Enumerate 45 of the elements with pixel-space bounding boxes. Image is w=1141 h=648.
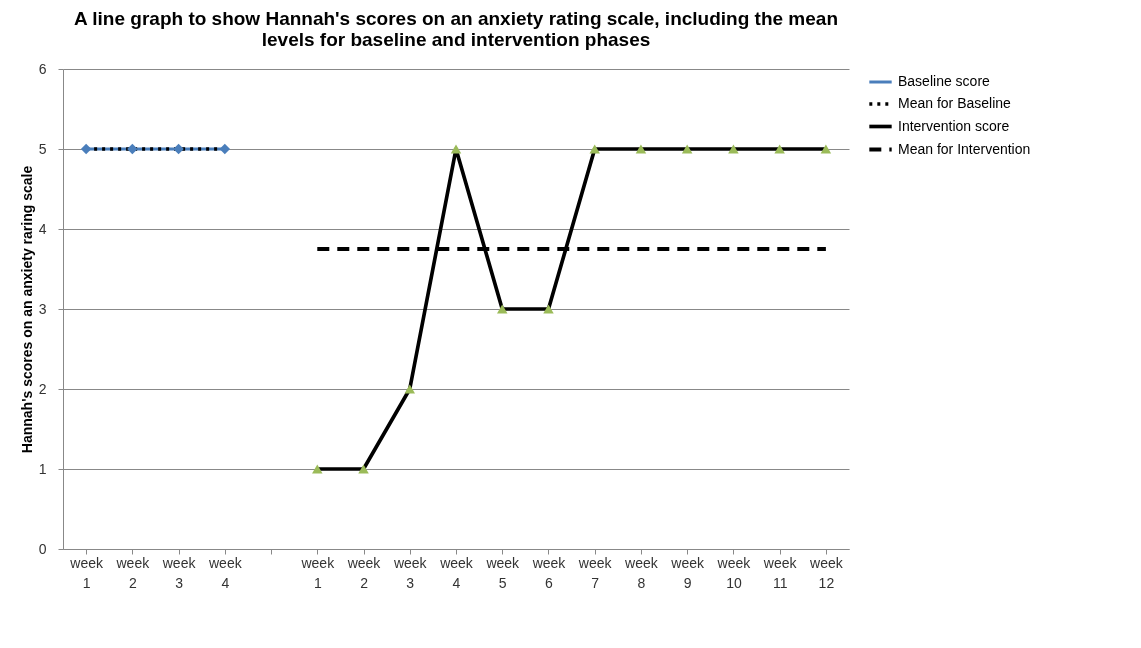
legend-label: Mean for Baseline	[898, 95, 1012, 111]
x-tick-label: week 1	[69, 554, 104, 591]
point	[543, 304, 554, 314]
x-tick-label: week 1	[300, 554, 336, 591]
legend-label: Baseline score	[898, 73, 991, 89]
point	[219, 143, 231, 155]
x-tick-label: week 12	[809, 554, 844, 591]
point	[450, 144, 462, 154]
legend-label: Mean for Intervention	[898, 140, 1031, 157]
x-tick-label: week 11	[762, 554, 798, 591]
x-tick-label: week 9	[670, 554, 706, 591]
x-tick-label: week 10	[716, 554, 752, 591]
y-tick-label: 2	[38, 380, 47, 397]
point	[496, 304, 508, 314]
x-tick-label: week 4	[207, 554, 243, 591]
y-tick-label: 3	[38, 300, 47, 317]
point	[80, 143, 92, 155]
y-tick-label: 6	[38, 60, 47, 77]
x-tick-label: week 4	[439, 554, 474, 591]
x-tick-label: week 6	[531, 554, 567, 591]
point	[358, 464, 369, 474]
x-tick-label: week 2	[115, 554, 151, 591]
x-tick-label: week 2	[346, 554, 382, 591]
x-tick-label: week 7	[577, 554, 613, 591]
y-tick-label: 5	[38, 140, 47, 157]
point	[635, 144, 647, 154]
y-tick-label: 0	[38, 540, 47, 557]
point	[173, 143, 184, 155]
y-axis-title: Hannah's scores on an anxiety raring scale	[18, 165, 35, 454]
point	[820, 144, 832, 154]
x-tick-label: week 8	[624, 554, 659, 591]
x-tick-label: week 5	[485, 554, 521, 591]
point	[728, 144, 739, 154]
point	[589, 144, 600, 154]
point	[127, 143, 138, 155]
chart-title: A line graph to show Hannah's scores on an anxiety rating scale, including the mean levels for baseline and intervention phases	[74, 8, 838, 50]
y-tick-label: 1	[38, 460, 47, 477]
legend-label: Intervention score	[898, 117, 1010, 134]
point	[404, 384, 416, 394]
y-tick-label: 4	[38, 220, 47, 237]
point	[681, 144, 693, 154]
x-tick-label: week 3	[161, 554, 197, 591]
x-tick-label: week 3	[392, 554, 428, 591]
point	[312, 464, 323, 474]
point	[774, 144, 785, 154]
